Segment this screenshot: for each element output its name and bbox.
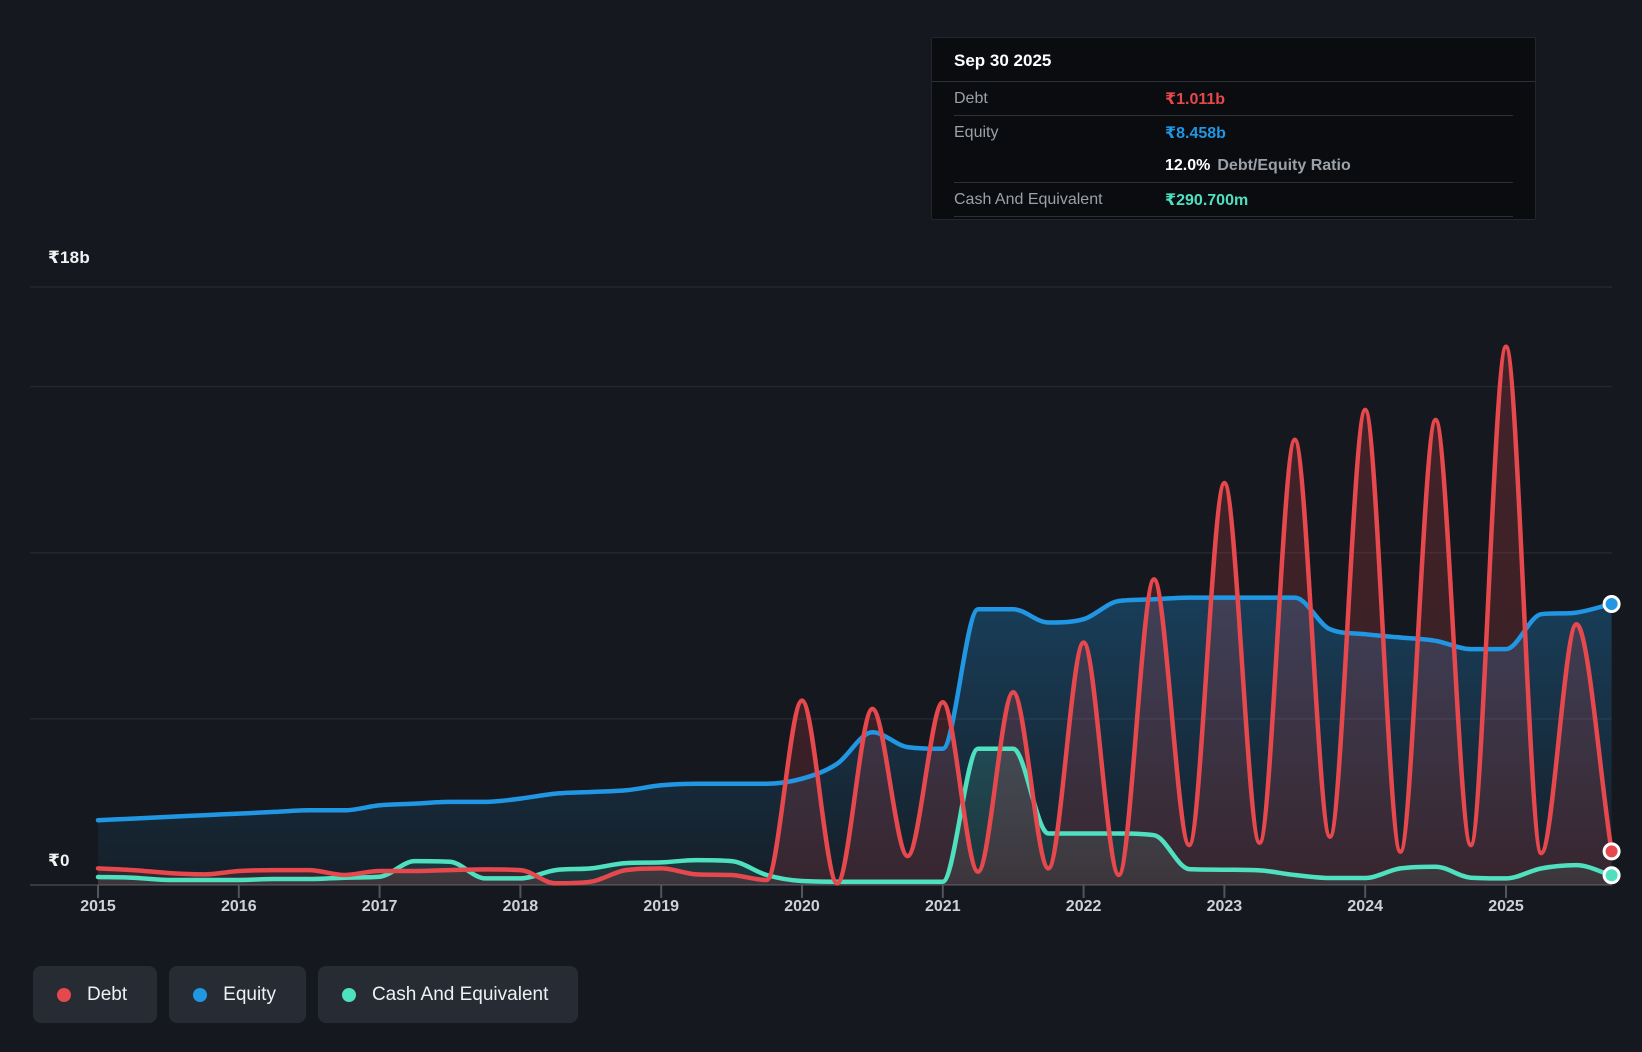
legend-item-equity[interactable]: Equity [169, 966, 306, 1023]
debt-series-dot-icon [57, 987, 71, 1002]
legend-item-cash[interactable]: Cash And Equivalent [317, 966, 579, 1023]
equity-series-dot-icon [193, 987, 208, 1002]
legend-debt-label: Debt [87, 983, 128, 1005]
x-axis-label-2021: 2021 [925, 898, 961, 915]
x-axis-label-2019: 2019 [643, 898, 679, 915]
legend-item-debt[interactable]: Debt [33, 966, 158, 1023]
tooltip-equity-value: ₹8.458b [1165, 124, 1226, 142]
y-axis-label-max: ₹18b [48, 248, 90, 267]
tooltip-row-cash: Cash And Equivalent ₹290.700m [954, 183, 1513, 217]
tooltip-ratio-value: 12.0% [1165, 156, 1211, 174]
tooltip-debt-value: ₹1.011b [1165, 90, 1226, 108]
x-axis-label-2023: 2023 [1206, 898, 1243, 915]
x-axis-label-2020: 2020 [784, 898, 820, 915]
tooltip-row-debt: Debt ₹1.011b [954, 82, 1513, 116]
tooltip-ratio-label: Debt/Equity Ratio [1217, 156, 1351, 174]
tooltip-date: Sep 30 2025 [932, 38, 1535, 82]
cash-series-dot-icon [341, 987, 356, 1002]
x-axis-label-2016: 2016 [221, 898, 257, 915]
x-axis-label-2022: 2022 [1065, 898, 1102, 915]
x-axis-label-2017: 2017 [361, 898, 398, 915]
tooltip-cash-value: ₹290.700m [1165, 191, 1249, 209]
tooltip-row-equity: Equity ₹8.458b [954, 116, 1513, 149]
x-axis-label-2015: 2015 [80, 898, 116, 915]
tooltip-cash-label: Cash And Equivalent [954, 190, 1103, 208]
chart-tooltip: Sep 30 2025 Debt ₹1.011b Equity ₹8.458b … [931, 37, 1536, 220]
x-axis-label-2018: 2018 [502, 898, 539, 915]
legend-equity-label: Equity [223, 983, 276, 1005]
legend-cash-label: Cash And Equivalent [371, 983, 549, 1005]
x-axis-label-2025: 2025 [1488, 898, 1524, 915]
tooltip-equity-label: Equity [954, 123, 999, 141]
tooltip-row-ratio: 12.0% Debt/Equity Ratio [954, 149, 1513, 183]
y-axis-label-zero: ₹0 [48, 851, 70, 870]
tooltip-debt-label: Debt [954, 89, 988, 107]
chart-legend: Debt Equity Cash And Equivalent [33, 966, 579, 1023]
x-axis-label-2024: 2024 [1347, 898, 1383, 915]
